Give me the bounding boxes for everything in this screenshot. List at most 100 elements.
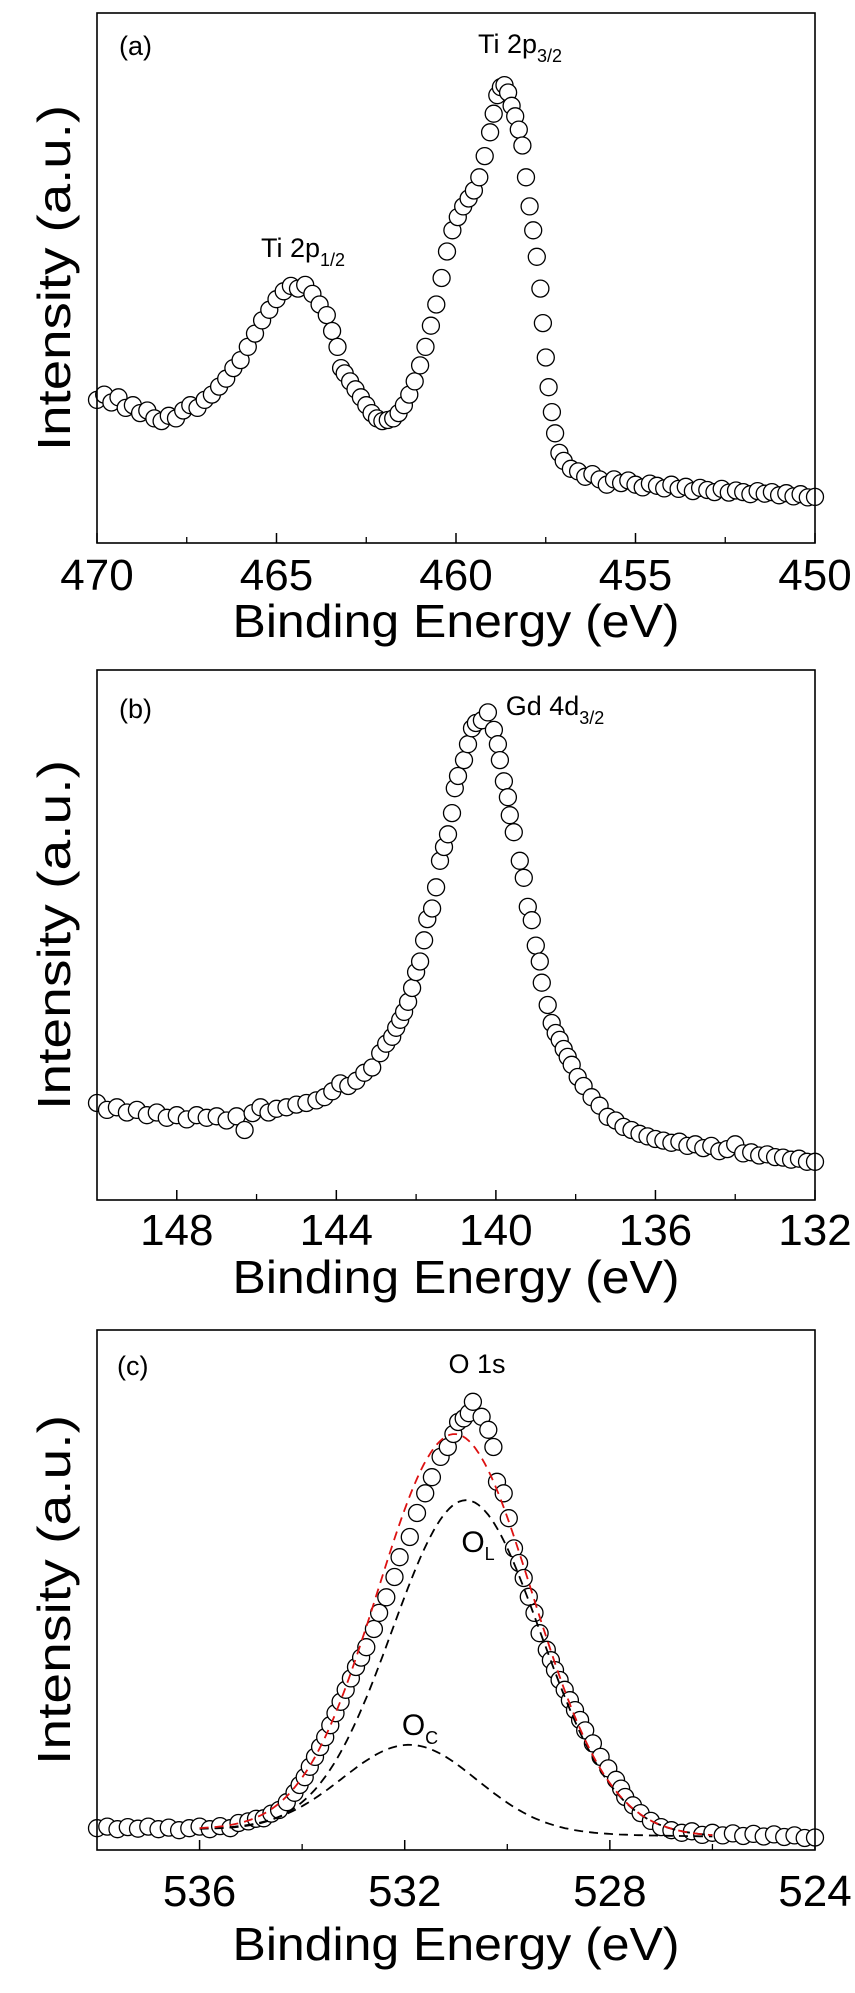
data-point xyxy=(514,868,533,887)
data-point xyxy=(500,806,519,825)
data-point xyxy=(538,995,557,1015)
panel-c-o-1s: (c) O 1s OL OC Binding Energy (eV) Inten… xyxy=(28,1329,852,1970)
data-point xyxy=(377,1588,396,1607)
data-point xyxy=(488,735,508,754)
data-point xyxy=(526,936,545,955)
data-points xyxy=(87,75,825,507)
x-tick-label: 532 xyxy=(368,1867,441,1916)
x-tick-label: 528 xyxy=(573,1867,646,1916)
data-point xyxy=(525,1603,544,1623)
data-point xyxy=(494,1484,513,1503)
data-point xyxy=(524,221,543,240)
fit-envelope xyxy=(199,1433,713,1837)
data-point xyxy=(510,851,529,870)
plot-frame xyxy=(96,1329,816,1851)
data-point xyxy=(514,1568,533,1588)
data-point xyxy=(328,337,347,357)
x-tick-label: 144 xyxy=(300,1206,373,1255)
data-point xyxy=(448,766,468,786)
x-tick-label: 140 xyxy=(459,1206,532,1255)
data-point xyxy=(484,104,503,123)
data-point xyxy=(400,1527,419,1547)
data-point xyxy=(363,1058,382,1077)
data-point xyxy=(527,247,546,266)
data-point xyxy=(484,1437,503,1457)
y-axis-title: Intensity (a.u.) xyxy=(28,105,80,451)
data-point xyxy=(494,772,514,791)
data-point xyxy=(480,123,500,142)
data-point xyxy=(322,321,342,341)
x-tick-label: 450 xyxy=(778,551,851,600)
data-point xyxy=(390,1548,409,1567)
data-point xyxy=(317,305,336,325)
data-point xyxy=(416,1484,435,1503)
data-point xyxy=(520,197,539,216)
panel-label: (c) xyxy=(117,1351,148,1381)
peak-annotation-o-1s: O 1s xyxy=(448,1349,505,1379)
data-point xyxy=(545,424,565,443)
plot-frame xyxy=(96,669,816,1201)
data-point xyxy=(369,1603,389,1623)
data-point xyxy=(509,120,528,139)
data-point xyxy=(513,136,532,155)
data-point xyxy=(531,279,550,298)
peak-annotation-ti-2p3-2: Ti 2p3/2 xyxy=(478,29,562,66)
data-point xyxy=(364,1619,384,1639)
y-axis-title: Intensity (a.u.) xyxy=(28,1415,80,1765)
data-point xyxy=(402,978,422,998)
data-point xyxy=(475,146,494,166)
data-point xyxy=(357,1638,376,1657)
data-point xyxy=(235,1120,254,1140)
data-point xyxy=(414,931,434,950)
data-point xyxy=(498,788,518,807)
data-point xyxy=(463,1392,483,1411)
data-point xyxy=(522,911,541,930)
fit-component-o-l xyxy=(199,1499,713,1837)
x-tick-label: 536 xyxy=(163,1867,236,1916)
data-point xyxy=(410,356,430,375)
x-tick-label: 470 xyxy=(60,551,133,600)
data-point xyxy=(432,268,451,288)
data-point xyxy=(536,348,555,367)
panel-label: (a) xyxy=(119,31,152,61)
x-tick-label: 460 xyxy=(419,551,492,600)
data-point xyxy=(405,372,424,391)
data-point xyxy=(422,899,442,918)
data-point xyxy=(410,952,430,971)
panel-label: (b) xyxy=(119,694,152,724)
component-label-o-l: OL xyxy=(461,1526,494,1564)
x-tick-label: 524 xyxy=(778,1867,851,1916)
peak-annotation-ti-2p1-2: Ti 2p1/2 xyxy=(261,233,345,270)
data-point xyxy=(530,952,549,971)
x-tick-label: 132 xyxy=(778,1206,851,1255)
data-point xyxy=(426,878,446,897)
data-point xyxy=(416,337,435,357)
data-point xyxy=(458,735,478,754)
x-axis-title: Binding Energy (eV) xyxy=(233,595,680,647)
data-point xyxy=(421,316,441,335)
data-point xyxy=(519,1587,538,1606)
data-point xyxy=(427,295,446,314)
data-point xyxy=(422,1468,442,1487)
data-points xyxy=(87,703,825,1171)
y-axis-title: Intensity (a.u.) xyxy=(28,760,80,1110)
data-point xyxy=(442,803,462,823)
x-axis-title: Binding Energy (eV) xyxy=(233,1251,680,1303)
peak-annotation-gd-4d3-2: Gd 4d3/2 xyxy=(506,691,605,728)
data-point xyxy=(504,823,523,842)
x-axis-title: Binding Energy (eV) xyxy=(233,1918,680,1970)
data-point xyxy=(437,242,457,261)
x-tick-label: 148 xyxy=(140,1206,213,1255)
fit-component-o-c xyxy=(199,1743,713,1838)
data-point xyxy=(516,168,536,187)
data-point xyxy=(478,703,498,722)
x-tick-label: 136 xyxy=(619,1206,692,1255)
plot-frame xyxy=(96,12,816,544)
data-point xyxy=(499,1509,518,1528)
data-point xyxy=(438,825,458,844)
data-point xyxy=(539,378,558,397)
data-point xyxy=(542,402,562,422)
data-point xyxy=(470,168,489,187)
x-tick-label: 465 xyxy=(240,551,313,600)
